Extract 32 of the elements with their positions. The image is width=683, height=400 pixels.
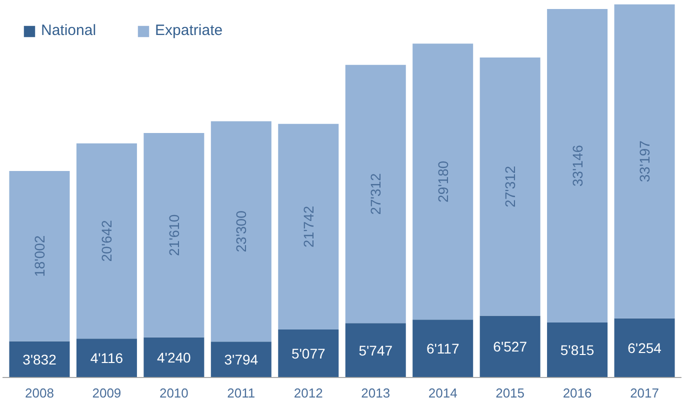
data-label: 27'312: [502, 166, 518, 208]
data-label: 6'254: [628, 340, 662, 356]
data-label: 3'832: [22, 351, 57, 368]
x-tick-label: 2010: [159, 386, 188, 400]
legend-label: Expatriate: [155, 22, 223, 39]
x-tick-label: 2011: [227, 386, 256, 400]
data-label: 3'794: [224, 352, 258, 368]
data-label: 5'815: [560, 342, 594, 358]
data-label: 33'146: [569, 144, 586, 187]
x-tick-label: 2009: [92, 386, 122, 400]
x-tick-label: 2016: [562, 386, 592, 400]
data-label: 5'747: [358, 342, 393, 358]
data-label: 27'312: [368, 172, 384, 215]
x-tick-label: 2013: [361, 386, 390, 400]
data-label: 20'642: [98, 220, 115, 262]
data-label: 33'197: [636, 140, 653, 182]
data-label: 29'180: [434, 160, 451, 202]
data-label: 5'077: [291, 345, 326, 362]
x-tick-label: 2014: [428, 386, 458, 400]
x-tick-label: 2015: [496, 386, 525, 400]
data-label: 4'116: [90, 350, 124, 366]
x-tick-label: 2012: [294, 386, 323, 400]
x-tick-label: 2008: [25, 386, 54, 400]
data-label: 18'002: [31, 235, 48, 277]
data-label: 6'117: [426, 340, 460, 357]
data-label: 23'300: [233, 210, 250, 252]
data-label: 21'742: [300, 206, 316, 248]
data-label: 21'610: [166, 214, 182, 256]
legend-label: National: [41, 22, 96, 39]
data-label: 6'527: [493, 338, 528, 355]
data-label: 4'240: [157, 349, 192, 366]
x-tick-label: 2017: [630, 386, 659, 400]
